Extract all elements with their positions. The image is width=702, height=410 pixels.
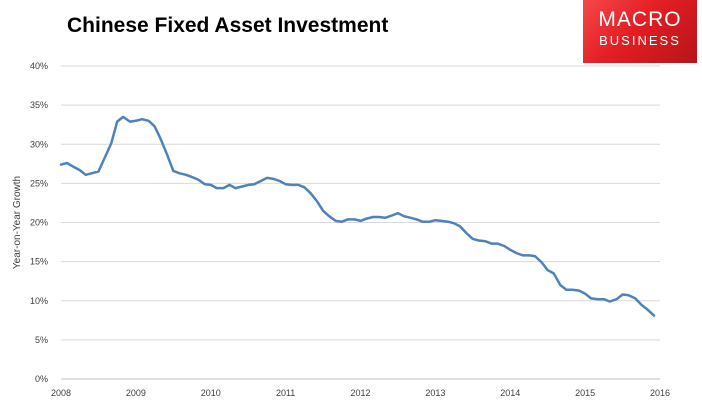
x-tick-label: 2009	[126, 388, 146, 398]
logo-line-2: BUSINESS	[599, 33, 681, 48]
y-tick-label: 40%	[30, 61, 48, 71]
y-tick-label: 25%	[30, 178, 48, 188]
y-tick-label: 10%	[30, 296, 48, 306]
gridlines	[61, 65, 660, 341]
x-tick-label: 2015	[575, 388, 595, 398]
y-tick-label: 30%	[30, 139, 48, 149]
x-tick-label: 2013	[425, 388, 445, 398]
y-tick-label: 35%	[30, 100, 48, 110]
logo-line-1: MACRO	[598, 8, 682, 31]
x-tick-label: 2012	[350, 388, 370, 398]
y-tick-label: 0%	[35, 374, 48, 384]
x-tick-label: 2011	[276, 388, 295, 398]
chart-title: Chinese Fixed Asset Investment	[67, 14, 389, 37]
y-tick-label: 15%	[30, 257, 48, 267]
x-tick-label: 2014	[500, 388, 520, 398]
x-tick-label: 2008	[51, 388, 71, 398]
y-axis-label: Year-on-Year Growth	[12, 176, 23, 269]
y-tick-label: 5%	[35, 335, 48, 345]
y-tick-label: 20%	[30, 218, 48, 228]
series-line	[59, 115, 656, 317]
y-axis-ticks: 0% 5% 10% 15% 20% 25% 30% 35% 40%	[30, 61, 48, 384]
x-tick-label: 2016	[650, 388, 670, 398]
x-tick-label: 2010	[201, 388, 221, 398]
macrobusiness-logo: MACRO BUSINESS	[583, 0, 697, 63]
x-axis-ticks: 2008 2009 2010 2011 2012 2013 2014 2015 2016	[51, 388, 670, 398]
